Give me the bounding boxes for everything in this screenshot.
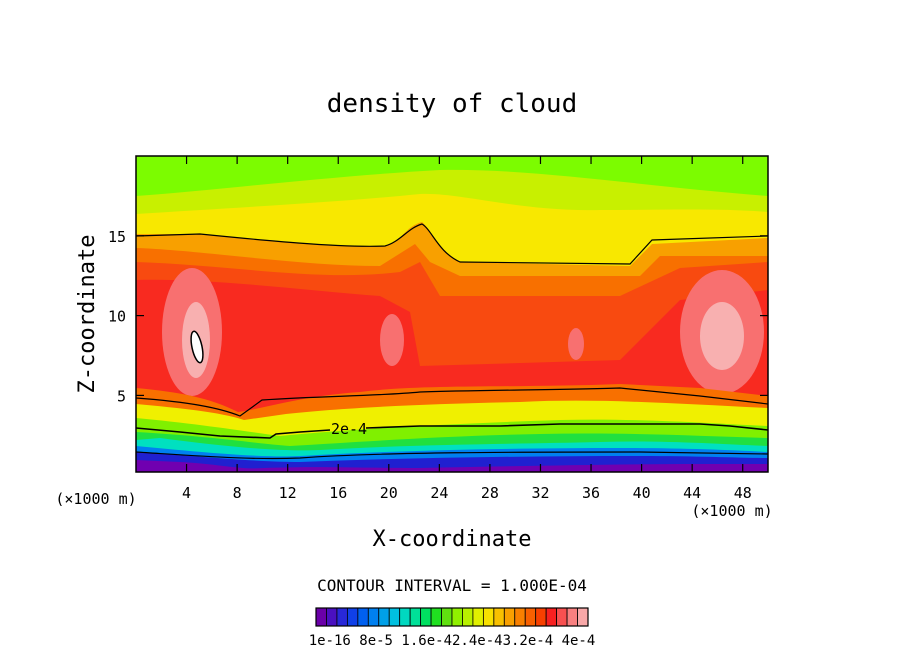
contour-line-base (136, 451, 768, 460)
core-white-left (190, 330, 204, 364)
colorbar-swatch (367, 607, 380, 627)
colorbar-swatch (430, 607, 442, 627)
colorbar-swatch (556, 607, 568, 627)
contour-interval-label: CONTOUR INTERVAL = 1.000E-04 (317, 576, 587, 595)
colorbar-swatch (451, 607, 463, 627)
core-pink-mid2 (568, 328, 584, 360)
x-tick-label: 4 (182, 484, 191, 502)
colorbar-swatch (462, 607, 474, 627)
x-tick-label: 12 (279, 484, 297, 502)
x-tick-label: 8 (233, 484, 242, 502)
colorbar-swatch (315, 607, 327, 627)
y-tick-label: 5 (117, 387, 126, 405)
contour-field (136, 156, 768, 472)
colorbar-swatch (472, 607, 484, 627)
colorbar-swatch (336, 607, 348, 627)
plot-frame (135, 155, 769, 473)
purple-band (136, 460, 768, 472)
colorbar-swatch (524, 607, 537, 627)
x-tick-label: 16 (329, 484, 347, 502)
y-tick-label: 15 (108, 228, 126, 246)
x-tick-label: 40 (633, 484, 651, 502)
contour-line-2e-4 (136, 423, 768, 439)
colorbar-swatch (399, 607, 411, 627)
x-tick-label: 24 (430, 484, 448, 502)
x-tick-label: 28 (481, 484, 499, 502)
colorbar-swatch (545, 607, 558, 627)
colorbar-swatch (420, 607, 432, 627)
colorbar (315, 607, 589, 627)
contour-line-lower (136, 387, 768, 417)
colorbar-swatch (326, 607, 338, 627)
colorbar-swatch (388, 607, 401, 627)
colorbar-swatch (378, 607, 390, 627)
x-unit-note-right: (×1000 m) (691, 502, 772, 520)
colorbar-swatch (493, 607, 505, 627)
contour-line-upper (136, 223, 768, 265)
x-tick-label: 32 (531, 484, 549, 502)
colorbar-swatch (482, 607, 495, 627)
colorbar-swatch (409, 607, 422, 627)
core-pink-mid1 (380, 314, 404, 366)
colorbar-swatch (566, 607, 578, 627)
x-ticks: 4 8 12 16 20 24 28 32 36 40 44 48 (182, 156, 752, 502)
colorbar-swatch (441, 607, 453, 627)
y-ticks: 5 10 15 (108, 228, 768, 405)
y-tick-label: 10 (108, 308, 126, 326)
colorbar-swatch (535, 607, 547, 627)
x-unit-note-left: (×1000 m) (55, 490, 136, 508)
x-tick-label: 20 (380, 484, 398, 502)
x-tick-label: 44 (683, 484, 701, 502)
colorbar-swatch (357, 607, 369, 627)
colorbar-swatch (577, 607, 589, 627)
colorbar-frame (315, 607, 589, 627)
x-tick-label: 48 (734, 484, 752, 502)
core-lightpink-right (700, 302, 744, 370)
colorbar-tick-labels: 1e-16 8e-5 1.6e-42.4e-43.2e-4 4e-4 (309, 633, 596, 649)
colorbar-swatch (514, 607, 526, 627)
colorbar-swatch (503, 607, 516, 627)
chart-title: density of cloud (327, 89, 577, 119)
x-axis-label: X-coordinate (373, 527, 532, 552)
y-axis-label: Z-coordinate (75, 235, 100, 394)
contour-inline-label: 2e-4 (331, 420, 367, 438)
colorbar-swatch (346, 607, 359, 627)
x-tick-label: 36 (582, 484, 600, 502)
